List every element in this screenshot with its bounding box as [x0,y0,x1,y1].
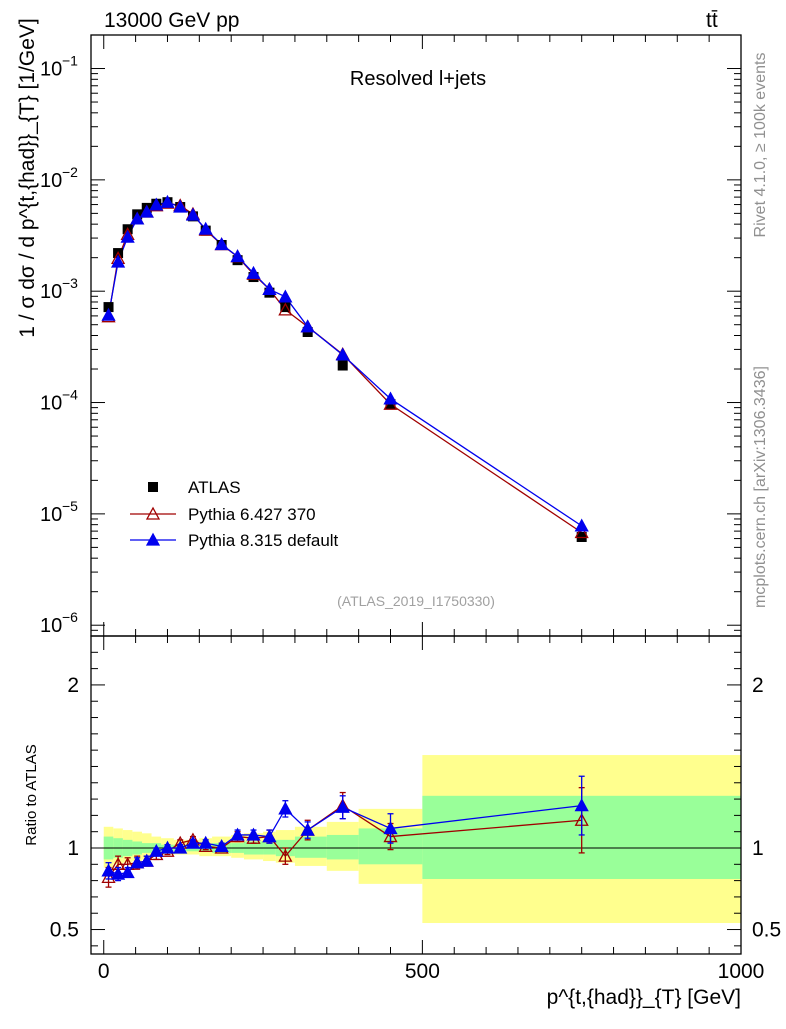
main-pythia8-point [335,347,350,361]
legend-pythia6-label: Pythia 6.427 370 [188,505,316,524]
main-pythia8-point [198,221,213,235]
main-atlas-point [280,302,291,313]
ratio-pythia8-point [335,799,350,813]
y-tick-label: 10 [40,281,62,303]
ratio-band-green [294,836,327,858]
ratio-pythia8-point [198,835,213,849]
y-tick-exponent: −2 [62,164,78,180]
y-tick-exponent: −3 [62,275,78,291]
ratio-pythia8-point [262,829,277,843]
ratio-pythia8-point [230,827,245,841]
ratio-pythia8-point [574,798,589,812]
ratio-band-green [326,834,359,860]
x-axis-label: p^{t,{had}}_{T} [GeV] [547,986,741,1009]
y-tick-label: 10 [40,59,62,81]
y-tick-label: 10 [40,170,62,192]
legend-atlas-label: ATLAS [188,478,241,497]
ratio-pythia8-point [160,840,175,854]
y-tick-exponent: −5 [62,498,78,514]
x-tick-label: 1000 [718,960,765,983]
y-tick-label: 10 [40,504,62,526]
main-pythia6-point [574,525,589,539]
ratio-pythia8-point [214,839,229,853]
main-pythia6-point [278,302,293,316]
legend-pythia8-label: Pythia 8.315 default [188,531,339,550]
analysis-id-label: (ATLAS_2019_I1750330) [337,593,495,609]
main-pythia8-point [110,254,126,268]
legend-pythia8-marker [145,532,161,546]
main-pythia8-point [130,211,145,225]
main-pythia8-point [300,319,315,333]
main-pythia8-point [149,197,164,211]
plot-title: Resolved l+jets [350,68,486,90]
ratio-y-tick-label: 1 [67,837,79,860]
main-pythia8-point [173,199,188,213]
main-panel: 10 −610 −510 −410 −310 −210 −11 / σ dσ / d p^{… [16,18,742,637]
main-pythia8-point [101,307,116,321]
y-tick-exponent: −1 [62,53,78,69]
y-tick-exponent: −6 [62,609,78,625]
ratio-pythia8-point [130,855,145,869]
main-y-axis-label: 1 / σ dσ / d p^{t,{had}}_{T} [1/GeV] [16,18,39,338]
main-pythia8-point [246,265,261,279]
main-atlas-point [337,360,348,371]
ratio-pythia8-point [383,821,398,835]
ratio-y-axis-label: Ratio to ATLAS [23,744,40,845]
ratio-pythia8-point [120,865,135,879]
ratio-y-tick-label-right: 1 [752,837,764,860]
ratio-pythia8-point [101,863,116,877]
main-pythia8-point [574,518,589,532]
ratio-pythia8-point [278,801,293,815]
y-tick-label: 10 [40,615,62,637]
ratio-pythia8-point [110,866,126,880]
main-pythia8-point [262,281,277,295]
ratio-pythia8-point [300,822,315,836]
main-pythia8-point [383,391,398,405]
ratio-pythia8-point [246,827,261,841]
y-tick-exponent: −4 [62,387,78,403]
main-pythia8-point [230,249,245,263]
ratio-pythia6-point [278,848,293,862]
ratio-y-tick-label-right: 2 [752,674,764,697]
x-tick-label: 0 [98,960,110,983]
main-atlas-point [103,302,114,313]
x-tick-label: 500 [405,960,440,983]
ratio-frame [90,635,742,955]
main-pythia8-point [160,194,175,208]
ratio-y-tick-label: 2 [67,674,79,697]
main-pythia8-point [120,229,135,243]
ratio-y-tick-label-right: 0.5 [752,919,781,942]
ratio-pythia6-point [101,869,116,884]
rivet-side-label: Rivet 4.1.0, ≥ 100k events [752,53,769,238]
ratio-panel: 0 500 1000 0.5 0.5 1 1 2 2 Ratio to ATLAS p^{t,{ha… [23,635,781,1009]
ratio-pythia8-point [139,853,154,867]
main-pythia8-point [214,237,229,251]
main-pythia8-point [185,207,201,221]
process-label: tt̄ [706,9,718,32]
ratio-pythia8-point [149,843,164,857]
ratio-y-tick-label: 0.5 [50,919,79,942]
legend-pythia6-marker [145,506,161,520]
main-pythia8-point [278,289,293,303]
y-tick-label: 10 [40,393,62,415]
energy-label: 13000 GeV pp [104,9,239,32]
legend-atlas-marker [148,482,158,492]
ratio-pythia8-point [173,840,188,854]
main-pythia8-point [139,204,154,218]
mcplots-side-label: mcplots.cern.ch [arXiv:1306.3436] [752,366,769,608]
ratio-pythia8-point [185,835,201,849]
